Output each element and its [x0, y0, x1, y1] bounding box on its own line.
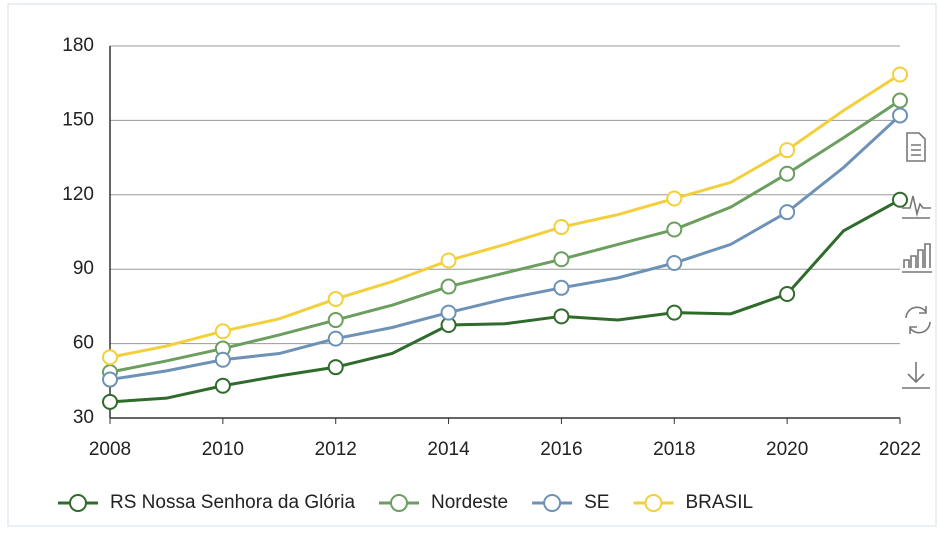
point — [327, 359, 344, 376]
point — [779, 286, 796, 302]
point — [892, 191, 908, 208]
point — [102, 371, 118, 388]
icon-download[interactable] — [902, 362, 930, 389]
y-tick-label: 150 — [62, 109, 94, 130]
point — [553, 279, 570, 296]
series-line — [109, 99, 901, 374]
x-tick-label: 2016 — [540, 439, 582, 460]
point — [553, 251, 570, 268]
series-line — [109, 114, 902, 382]
x-tick-label: 2014 — [427, 439, 470, 460]
y-tick-label: 60 — [73, 333, 94, 354]
y-tick-label: 180 — [62, 35, 94, 56]
point — [327, 312, 344, 329]
legend-label: SE — [584, 492, 609, 513]
x-tick-label: 2010 — [202, 439, 244, 460]
point — [214, 377, 231, 394]
series-line — [109, 73, 901, 359]
y-tick-label: 120 — [62, 184, 94, 205]
point — [892, 107, 908, 124]
point — [102, 393, 118, 410]
point — [214, 351, 231, 368]
frame — [7, 3, 937, 527]
icon-bar[interactable] — [902, 243, 932, 273]
point — [440, 252, 457, 269]
point — [892, 92, 908, 109]
point — [327, 330, 344, 347]
legend-label: RS Nossa Senhora da Glória — [110, 492, 355, 513]
series-line — [109, 198, 901, 404]
point — [666, 255, 683, 271]
legend-marker — [69, 494, 87, 512]
legend-marker — [543, 494, 562, 512]
legend-label: BRASIL — [685, 492, 753, 513]
point — [666, 221, 683, 238]
y-tick-label: 30 — [73, 407, 94, 428]
point — [892, 66, 908, 83]
point — [553, 219, 570, 236]
point — [666, 304, 683, 321]
x-tick-label: 2020 — [766, 439, 808, 460]
point — [779, 204, 796, 221]
point — [327, 290, 344, 307]
x-tick-label: 2008 — [89, 439, 131, 460]
icon-refresh[interactable] — [905, 306, 931, 334]
point — [779, 165, 796, 182]
point — [779, 142, 796, 159]
point — [666, 190, 683, 207]
point — [553, 308, 570, 325]
legend-marker — [390, 494, 409, 512]
toolbar[interactable] — [902, 132, 932, 389]
icon-line[interactable] — [902, 195, 931, 219]
legend-label: Nordeste — [431, 492, 508, 513]
point — [102, 349, 118, 366]
legend-marker — [644, 494, 663, 512]
point — [440, 304, 457, 321]
icon-data[interactable] — [906, 132, 926, 162]
x-tick-label: 2022 — [879, 439, 921, 460]
point — [440, 278, 457, 295]
y-tick-label: 90 — [73, 258, 94, 279]
x-tick-label: 2018 — [653, 439, 695, 460]
x-tick-label: 2012 — [315, 439, 357, 460]
point — [214, 323, 231, 340]
